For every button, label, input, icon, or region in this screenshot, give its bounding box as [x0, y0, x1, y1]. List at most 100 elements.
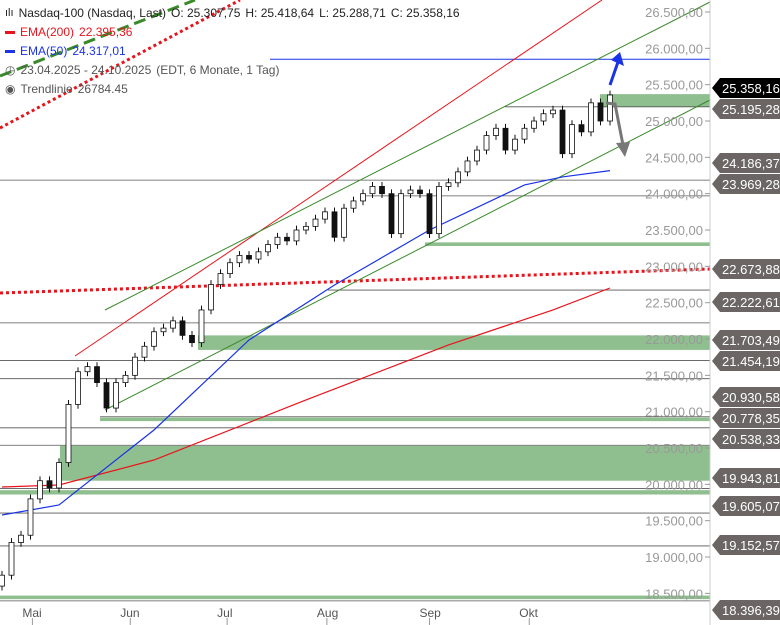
level-label: 18.396,39: [722, 603, 780, 618]
level-tag: 19.152,57: [712, 535, 780, 555]
y-tick-label: 22.000,00: [645, 332, 703, 347]
x-tick-label: Jun: [120, 606, 139, 620]
candle: [322, 211, 328, 220]
candle: [132, 356, 138, 376]
candle: [455, 171, 461, 184]
candle: [379, 186, 385, 195]
open-value: O: 25.307,75: [170, 6, 241, 20]
candle: [255, 251, 262, 260]
support-zone: [600, 94, 710, 107]
candle: [236, 255, 243, 264]
ema200-swatch-icon: [5, 31, 15, 34]
level-tag: 24.186,37: [712, 153, 780, 173]
y-tick-label: 23.500,00: [645, 223, 703, 238]
candle: [426, 193, 433, 235]
level-label: 23.969,28: [722, 177, 780, 192]
support-zone: [60, 445, 710, 481]
clock-icon: ◷: [5, 63, 16, 77]
level-tag: 23.969,28: [712, 174, 780, 194]
level-label: 20.930,58: [722, 390, 780, 405]
y-tick-label: 20.500,00: [645, 441, 703, 456]
level-tag: 21.454,19: [712, 351, 780, 371]
candle: [588, 102, 594, 133]
candle: [198, 309, 205, 344]
level-tag: 22.673,88: [712, 259, 780, 279]
target-icon: ◉: [5, 82, 16, 96]
candle: [341, 207, 347, 238]
candle: [208, 284, 214, 311]
level-label: 20.538,33: [722, 432, 780, 447]
x-tick-label: Aug: [317, 606, 338, 620]
tag-shape: [712, 408, 780, 428]
level-label: 25.195,28: [722, 102, 780, 117]
candle: [84, 366, 91, 373]
level-tag: 20.538,33: [712, 429, 780, 449]
ema200-label: EMA(200): [20, 25, 75, 39]
candle: [512, 138, 518, 151]
candle: [502, 127, 509, 151]
level-label: 22.673,88: [722, 262, 780, 277]
ema50-value: 24.317,01: [72, 44, 126, 58]
y-tick-label: 24.000,00: [645, 187, 703, 202]
candle: [151, 331, 157, 347]
candle: [65, 404, 72, 463]
legend-range: ◷ 23.04.2025 - 24.10.2025 (EDT, 6 Monate, …: [5, 61, 460, 80]
ema50-line: [1, 170, 611, 516]
trend-line-dotted-lower: [0, 267, 711, 295]
x-tick-label: Okt: [519, 606, 538, 620]
level-tag: 19.943,81: [712, 468, 780, 488]
candle: [550, 109, 556, 115]
candle: [483, 135, 490, 151]
level-tag: 20.930,58: [712, 387, 780, 407]
channel-upper: [104, 1, 711, 311]
y-tick-label: 22.500,00: [645, 296, 703, 311]
candle: [37, 480, 43, 500]
level-label: 19.943,81: [722, 471, 780, 486]
level-label: 21.703,49: [722, 333, 780, 348]
candle: [170, 320, 176, 329]
candle: [436, 186, 442, 235]
candle: [350, 200, 357, 209]
candle: [75, 371, 81, 405]
legend-ema50[interactable]: EMA(50) 24.317,01: [5, 42, 460, 61]
candle: [360, 193, 366, 202]
level-tag: 25.195,28: [712, 99, 780, 119]
candle: [0, 574, 5, 587]
tag-shape: [712, 468, 780, 488]
channel-lower: [104, 99, 711, 411]
tag-shape: [712, 387, 780, 407]
y-tick-label: 25.500,00: [645, 78, 703, 93]
candle: [94, 366, 100, 384]
candle: [227, 262, 233, 275]
tag-shape: [712, 535, 780, 555]
ema50-label: EMA(50): [20, 44, 68, 58]
level-label: 20.778,35: [722, 411, 780, 426]
candle: [113, 382, 119, 409]
candle: [331, 211, 338, 238]
tag-shape: [712, 174, 780, 194]
tag-shape: [712, 99, 780, 119]
up-arrow: [608, 61, 620, 86]
tag-shape: [712, 153, 780, 173]
candle: [56, 462, 62, 489]
tag-shape: [712, 330, 780, 350]
y-tick-label: 19.500,00: [645, 514, 703, 529]
legend-ema200[interactable]: EMA(200) 22.395,36: [5, 23, 460, 42]
candle: [217, 273, 224, 285]
candle: [293, 229, 300, 242]
candle: [407, 189, 414, 195]
y-tick-label: 18.500,00: [645, 586, 703, 601]
candle: [607, 94, 613, 122]
y-tick-label: 21.500,00: [645, 368, 703, 383]
candle: [246, 255, 252, 260]
level-label: 25.358,16: [722, 81, 780, 96]
legend-trendline[interactable]: ◉ Trendlinie 26784.45: [5, 80, 460, 99]
candle: [160, 327, 167, 333]
candle: [122, 374, 129, 384]
range-info: (EDT, 6 Monate, 1 Tag): [156, 63, 280, 77]
low-value: L: 25.288,71: [319, 6, 386, 20]
support-zone: [100, 417, 710, 422]
instrument-name[interactable]: Nasdaq-100 (Nasdaq, Last): [18, 6, 166, 20]
